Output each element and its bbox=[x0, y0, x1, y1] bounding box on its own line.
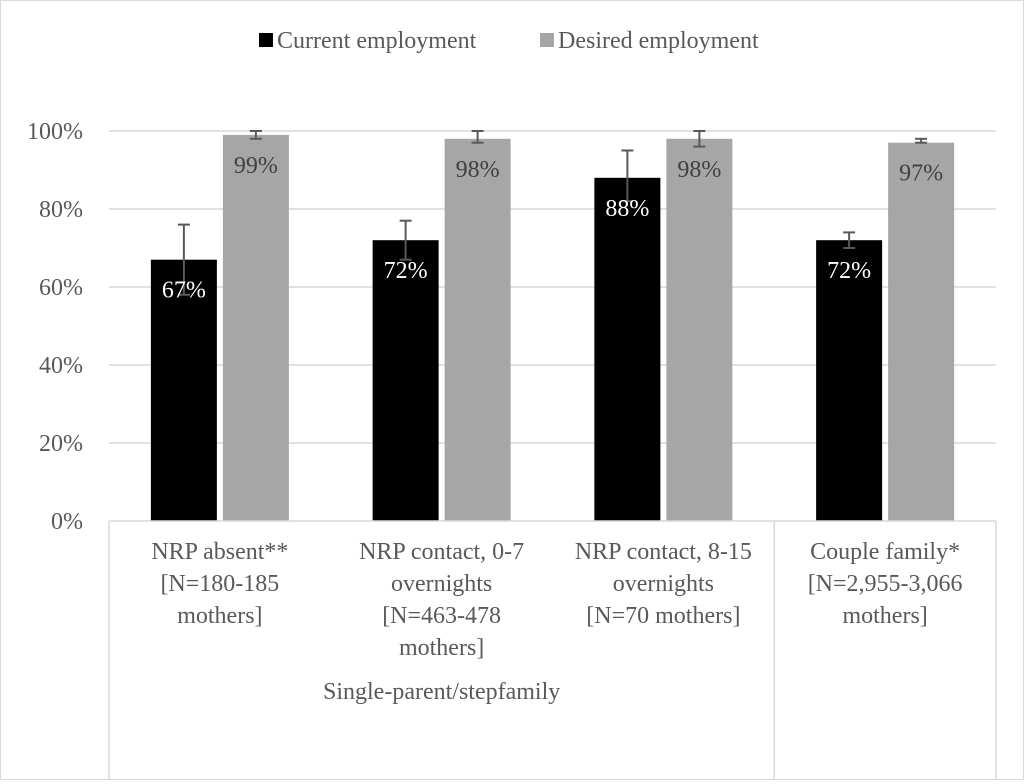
legend: Current employment Desired employment bbox=[259, 28, 759, 54]
data-label: 97% bbox=[899, 161, 943, 187]
data-label: 99% bbox=[234, 153, 278, 179]
axis: 0% 20% 40% 60% 80% 100% NRP absent** [N=180-185… bbox=[27, 119, 997, 779]
category-label: overnights bbox=[391, 571, 492, 597]
data-label: 98% bbox=[677, 157, 721, 183]
category-label: [N=2,955-3,066 bbox=[808, 571, 963, 597]
legend-swatch bbox=[259, 33, 273, 47]
legend-swatch bbox=[540, 33, 554, 47]
error-bars bbox=[177, 130, 928, 296]
bar bbox=[666, 138, 733, 522]
bar bbox=[594, 177, 661, 522]
y-tick-label: 100% bbox=[27, 119, 83, 145]
category-label: overnights bbox=[613, 571, 714, 597]
bar bbox=[150, 259, 217, 521]
bar bbox=[444, 138, 511, 522]
y-tick-label: 40% bbox=[39, 353, 83, 379]
y-tick-label: 60% bbox=[39, 275, 83, 301]
category-label: [N=180-185 bbox=[160, 571, 279, 597]
group-label: Single-parent/stepfamily bbox=[323, 679, 560, 705]
category-label: NRP absent** bbox=[151, 539, 288, 565]
data-labels: 67% 72% 88% 72% 99% 98% 98% 97% bbox=[162, 153, 943, 304]
category-label: [N=463-478 bbox=[382, 603, 501, 629]
bar bbox=[222, 134, 289, 521]
bar bbox=[888, 142, 955, 521]
category-label: NRP contact, 0-7 bbox=[359, 539, 524, 565]
category-label: Couple family* bbox=[810, 539, 960, 565]
data-label: 72% bbox=[827, 258, 871, 284]
category-label: NRP contact, 8-15 bbox=[575, 539, 752, 565]
data-label: 72% bbox=[384, 258, 428, 284]
bar bbox=[816, 240, 883, 521]
bars bbox=[150, 134, 955, 522]
legend-label: Current employment bbox=[277, 28, 477, 54]
category-label: mothers] bbox=[177, 603, 262, 629]
data-label: 67% bbox=[162, 278, 206, 304]
data-label: 88% bbox=[605, 196, 649, 222]
y-tick-label: 0% bbox=[51, 509, 83, 535]
category-label: mothers] bbox=[842, 603, 927, 629]
legend-label: Desired employment bbox=[558, 28, 759, 54]
y-tick-label: 20% bbox=[39, 431, 83, 457]
category-label: [N=70 mothers] bbox=[586, 603, 740, 629]
bar bbox=[372, 240, 439, 521]
data-label: 98% bbox=[456, 157, 500, 183]
y-tick-label: 80% bbox=[39, 197, 83, 223]
category-label: mothers] bbox=[399, 635, 484, 661]
